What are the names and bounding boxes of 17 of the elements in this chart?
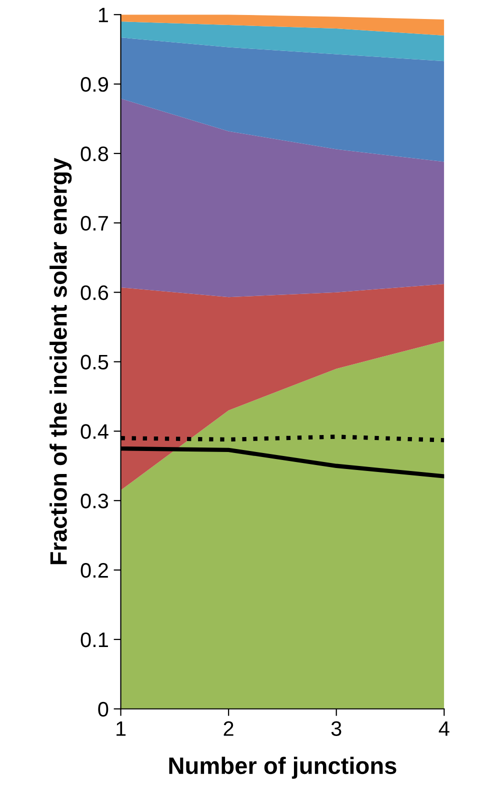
- y-tick-label: 0.8: [80, 146, 108, 162]
- y-tick-label: 0.6: [80, 285, 108, 300]
- x-tick-label: 1: [116, 721, 126, 736]
- y-tick-label: 0.4: [80, 424, 108, 439]
- y-tick-label: 0.9: [80, 77, 108, 92]
- x-tick-label: 3: [331, 721, 342, 736]
- y-tick-label: 0.5: [80, 354, 108, 370]
- y-tick-label: 0.3: [80, 494, 108, 508]
- y-tick-label: 0: [98, 702, 108, 717]
- x-axis-title: Number of junctions: [169, 756, 396, 779]
- x-tick-label: 4: [438, 721, 450, 736]
- y-tick-label: 0.2: [80, 563, 108, 578]
- y-tick-label: 0.1: [80, 632, 108, 648]
- x-tick-label: 2: [224, 721, 234, 736]
- y-tick-label: 1: [98, 8, 108, 22]
- y-tick-label: 0.7: [80, 216, 108, 231]
- y-axis-title: Fraction of the incident solar energy: [50, 158, 72, 564]
